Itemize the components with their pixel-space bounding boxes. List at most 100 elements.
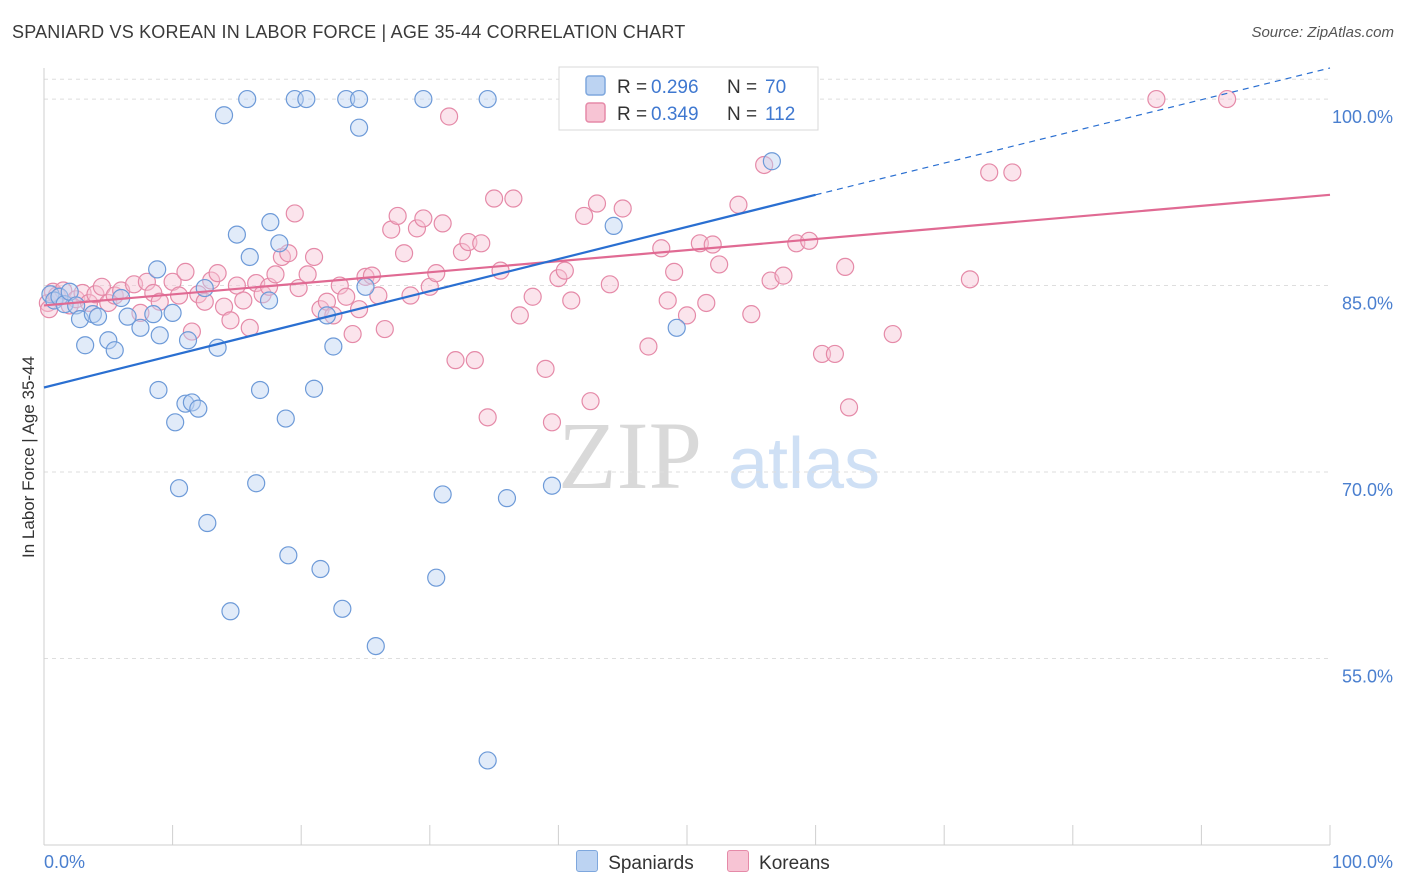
stats-legend: R = 0.296 N = 70 R = 0.349 N = 112 xyxy=(558,66,819,131)
legend-n-value-spaniards: 70 xyxy=(765,77,786,98)
data-point-koreans xyxy=(575,206,594,226)
data-point-koreans xyxy=(812,344,832,364)
data-point-koreans xyxy=(658,291,677,310)
legend-swatch-koreans xyxy=(585,102,606,123)
data-point-koreans xyxy=(472,234,491,253)
data-point-koreans xyxy=(394,244,414,263)
data-point-koreans xyxy=(182,322,201,341)
y-axis-label: In Labor Force | Age 35-44 xyxy=(19,356,38,558)
data-point-koreans xyxy=(542,413,562,432)
legend-swatch-spaniards xyxy=(585,75,606,96)
legend-item-koreans: Koreans xyxy=(727,850,830,875)
data-point-koreans xyxy=(665,262,684,281)
chart-title: SPANIARD VS KOREAN IN LABOR FORCE | AGE … xyxy=(12,22,686,42)
data-point-spaniards xyxy=(497,489,517,508)
data-point-koreans xyxy=(446,351,465,370)
x-tick-label-0: 0.0% xyxy=(44,852,85,872)
data-point-koreans xyxy=(1003,163,1022,182)
data-point-koreans xyxy=(836,257,855,277)
trend-lines xyxy=(43,67,1331,389)
data-point-koreans xyxy=(202,271,221,290)
data-point-koreans xyxy=(742,305,761,324)
data-point-spaniards xyxy=(198,513,217,533)
data-point-koreans xyxy=(562,291,581,310)
data-point-koreans xyxy=(414,209,433,228)
legend-r-label-spaniards: R = xyxy=(617,77,647,98)
data-point-spaniards xyxy=(304,379,324,398)
data-point-koreans xyxy=(304,247,324,267)
data-point-koreans xyxy=(208,264,227,283)
legend-n-label-koreans: N = xyxy=(727,104,757,125)
data-point-koreans xyxy=(266,265,285,284)
data-point-spaniards xyxy=(163,303,182,323)
y-tick-label: 100.0% xyxy=(1332,107,1393,127)
data-point-koreans xyxy=(195,292,214,311)
data-point-koreans xyxy=(677,306,697,325)
y-tick-label: 70.0% xyxy=(1342,480,1393,500)
data-point-koreans xyxy=(697,293,716,313)
data-point-spaniards xyxy=(349,89,369,109)
data-point-spaniards xyxy=(189,399,208,418)
data-point-spaniards xyxy=(333,599,352,618)
data-point-spaniards xyxy=(118,307,137,326)
legend-r-label-koreans: R = xyxy=(617,104,647,125)
data-point-koreans xyxy=(137,272,156,291)
data-point-koreans xyxy=(337,287,356,306)
data-point-spaniards xyxy=(238,89,257,109)
data-point-spaniards xyxy=(250,380,270,400)
data-point-spaniards xyxy=(270,234,289,253)
data-point-koreans xyxy=(581,392,600,411)
data-point-koreans xyxy=(652,239,671,258)
data-point-spaniards xyxy=(214,106,234,125)
data-point-spaniards xyxy=(150,326,169,345)
x-tick-label-100: 100.0% xyxy=(1332,852,1393,872)
data-point-spaniards xyxy=(247,474,266,493)
x-ticks xyxy=(43,825,1331,845)
data-point-koreans xyxy=(86,285,105,304)
y-tick-label: 85.0% xyxy=(1342,294,1393,314)
data-point-spaniards xyxy=(67,296,86,315)
y-tick-label: 55.0% xyxy=(1342,667,1393,687)
data-point-spaniards xyxy=(297,89,316,109)
legend-n-value-koreans: 112 xyxy=(765,104,795,125)
data-point-koreans xyxy=(478,408,497,427)
data-point-koreans xyxy=(510,306,529,325)
data-point-spaniards xyxy=(311,559,330,579)
data-point-spaniards xyxy=(88,307,108,326)
data-point-spaniards xyxy=(414,89,433,109)
data-point-spaniards xyxy=(195,278,214,298)
data-point-spaniards xyxy=(542,476,562,495)
data-point-spaniards xyxy=(433,485,452,504)
trend-line-spaniards xyxy=(43,193,816,389)
legend-bottom-swatch-koreans xyxy=(727,850,750,872)
data-point-koreans xyxy=(439,107,459,126)
data-point-spaniards xyxy=(149,380,168,400)
gridlines xyxy=(44,78,1330,660)
data-point-spaniards xyxy=(478,751,497,770)
data-point-koreans xyxy=(504,189,523,208)
data-point-koreans xyxy=(234,291,253,310)
data-point-spaniards xyxy=(762,152,781,171)
legend-n-label-spaniards: N = xyxy=(727,77,757,98)
data-point-koreans xyxy=(613,199,632,218)
data-point-koreans xyxy=(169,286,189,305)
data-point-koreans xyxy=(452,242,472,262)
data-point-koreans xyxy=(536,359,555,378)
data-point-spaniards xyxy=(221,602,240,621)
data-point-koreans xyxy=(774,266,793,285)
data-point-koreans xyxy=(690,234,709,253)
legend-r-value-koreans: 0.349 xyxy=(651,104,699,125)
data-point-spaniards xyxy=(356,277,375,296)
data-point-spaniards xyxy=(169,479,189,498)
data-point-koreans xyxy=(388,206,407,226)
data-point-koreans xyxy=(839,398,859,417)
watermark-zip: ZIP xyxy=(558,402,702,509)
data-point-spaniards xyxy=(667,318,686,337)
data-point-spaniards xyxy=(478,89,497,109)
legend-label-spaniards: Spaniards xyxy=(608,853,694,874)
data-point-spaniards xyxy=(604,216,623,235)
data-point-koreans xyxy=(729,195,748,214)
data-point-koreans xyxy=(407,219,427,238)
data-point-spaniards xyxy=(261,213,280,232)
data-point-koreans xyxy=(600,275,619,294)
